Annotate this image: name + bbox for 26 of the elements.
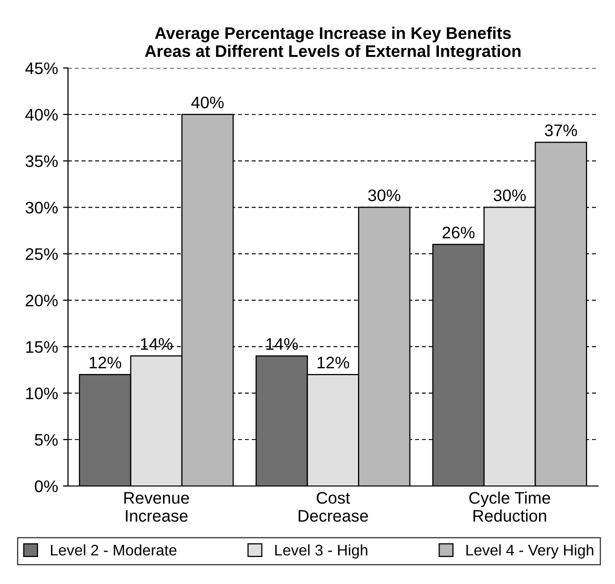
y-tick-label: 5% (34, 434, 58, 446)
data-label: 14% (266, 338, 298, 350)
data-label: 40% (191, 96, 224, 108)
data-label: 26% (442, 226, 475, 238)
chart-title: Average Percentage Increase in Key Benefits Areas at Different Levels of External Integration (144, 26, 520, 60)
y-tick-label: 20% (26, 294, 58, 306)
y-tick-label: 35% (26, 155, 58, 168)
data-label: 30% (368, 189, 400, 202)
x-tick-label: Cycle Time Reduction (469, 492, 550, 522)
y-tick-label: 0% (34, 480, 58, 492)
data-label: 12% (90, 356, 122, 368)
legend-label: Level 4 - Very High (466, 544, 594, 559)
y-tick-label: 40% (25, 108, 58, 121)
data-label: 37% (544, 124, 577, 136)
y-tick-label: 10% (26, 388, 58, 400)
legend-label: Level 3 - High (275, 544, 368, 559)
x-tick-label: Cost Decrease (298, 492, 368, 522)
y-tick-label: 15% (26, 341, 58, 353)
legend-label: Level 2 - Moderate (50, 544, 176, 556)
data-label: 14% (140, 338, 172, 350)
y-tick-label: 45% (25, 62, 58, 74)
y-tick-label: 30% (26, 202, 58, 214)
y-tick-label: 25% (26, 248, 58, 260)
x-tick-label: Revenue Increase (124, 492, 189, 522)
data-label: 12% (318, 356, 350, 368)
data-label: 30% (494, 189, 526, 202)
